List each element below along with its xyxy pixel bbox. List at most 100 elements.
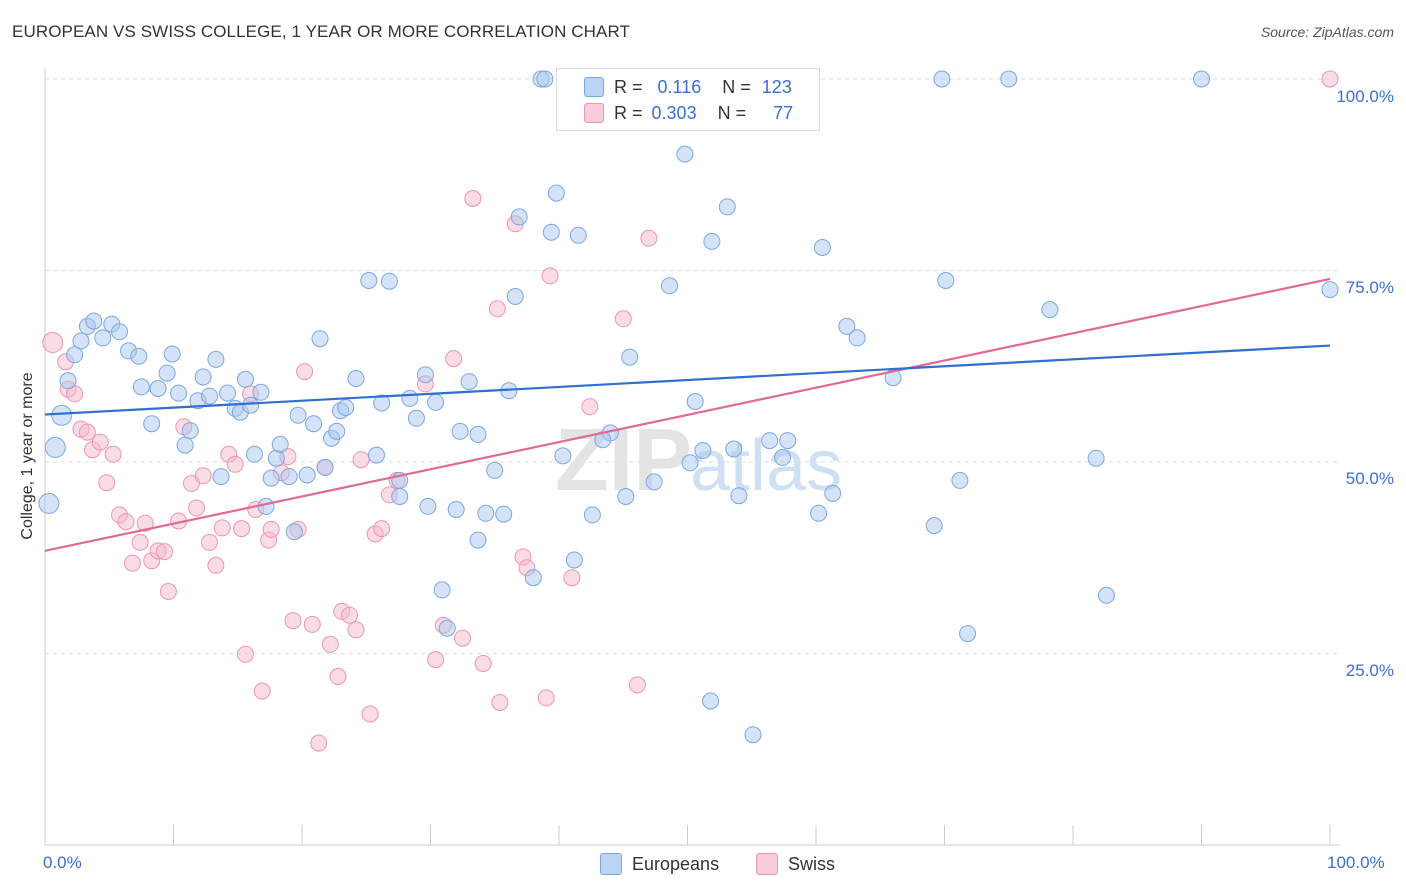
europeans-point — [645, 473, 663, 491]
europeans-point — [337, 399, 355, 417]
europeans-point — [495, 505, 513, 523]
swiss-point — [237, 645, 254, 663]
europeans-point — [280, 468, 298, 486]
europeans-point — [824, 484, 842, 502]
chart-title: EUROPEAN VS SWISS COLLEGE, 1 YEAR OR MOR… — [12, 22, 631, 41]
europeans-point — [810, 504, 828, 522]
swiss-point — [117, 513, 135, 531]
europeans-point — [725, 440, 743, 458]
swiss-point — [491, 694, 509, 711]
swiss-point — [303, 615, 321, 633]
europeans-point — [163, 345, 181, 363]
europeans-point — [1193, 70, 1210, 88]
europeans-point — [94, 329, 112, 347]
europeans-point — [486, 461, 504, 479]
swiss-point — [347, 621, 365, 639]
europeans-point — [761, 432, 779, 450]
europeans-point — [85, 312, 103, 330]
europeans-point — [72, 332, 90, 350]
grid-lines — [45, 78, 1340, 654]
swiss-point — [454, 629, 472, 647]
swiss-point — [42, 332, 64, 353]
europeans-point — [554, 447, 572, 465]
swiss-point — [474, 655, 492, 672]
swiss-point — [537, 689, 555, 707]
europeans-point — [694, 442, 712, 459]
europeans-point — [212, 468, 230, 486]
europeans-point — [1321, 281, 1339, 299]
swiss-point — [628, 676, 646, 694]
swiss-point — [321, 635, 339, 653]
swiss-trend-line — [44, 277, 1331, 552]
europeans-point — [469, 531, 487, 549]
europeans-point — [59, 372, 77, 390]
europeans-swatch — [584, 77, 604, 97]
europeans-point — [111, 323, 128, 341]
europeans-point — [201, 387, 218, 405]
bottom-legend-swiss: Swiss — [756, 851, 835, 877]
swiss-point — [1321, 70, 1339, 88]
y-tick-25: 25.0% — [1345, 661, 1394, 680]
swiss-point — [194, 467, 212, 485]
europeans-point — [779, 432, 797, 450]
europeans-point — [621, 348, 639, 366]
swiss-point — [131, 533, 149, 551]
bottom-legend-europeans: Europeans — [600, 851, 719, 877]
swiss-point — [427, 651, 445, 669]
europeans-point — [271, 435, 289, 453]
europeans-point — [401, 389, 419, 407]
swiss-n-value: 77 — [773, 102, 794, 123]
europeans-point — [44, 436, 66, 458]
swiss-point — [98, 474, 116, 492]
swiss-point — [310, 734, 328, 752]
swiss-point — [581, 398, 599, 416]
swiss-point — [373, 520, 391, 538]
europeans-point — [951, 471, 969, 489]
axes — [44, 68, 1340, 846]
europeans-point — [510, 208, 528, 226]
swiss-point — [159, 583, 177, 600]
europeans-point — [433, 581, 451, 599]
europeans-point — [447, 501, 465, 518]
europeans-point — [730, 487, 748, 505]
europeans-point — [360, 272, 378, 289]
swiss-point — [640, 229, 658, 247]
europeans-point — [130, 347, 148, 365]
bottom-europeans-swatch — [600, 853, 622, 875]
europeans-point — [176, 436, 194, 454]
europeans-r-label: R = — [614, 76, 643, 97]
europeans-point — [1097, 586, 1115, 604]
europeans-point — [170, 384, 188, 402]
europeans-point — [460, 373, 478, 391]
bottom-swiss-label: Swiss — [788, 853, 836, 874]
swiss-point — [284, 612, 302, 630]
swiss-point — [296, 363, 314, 381]
swiss-point — [156, 543, 173, 561]
europeans-trend-line — [44, 344, 1331, 416]
europeans-point — [242, 396, 260, 414]
europeans-point — [380, 272, 398, 290]
europeans-point — [937, 272, 955, 289]
europeans-point — [542, 223, 560, 241]
europeans-point — [316, 458, 334, 476]
europeans-point — [1041, 301, 1059, 319]
europeans-point — [686, 393, 704, 410]
europeans-point — [373, 394, 391, 412]
stats-legend: R = 0.116 N = 123 R = 0.303 N = 77 — [556, 68, 820, 131]
europeans-point — [744, 726, 762, 744]
y-tick-100: 100.0% — [1336, 87, 1394, 106]
europeans-point — [289, 406, 307, 424]
europeans-point — [848, 329, 866, 347]
europeans-point — [506, 288, 524, 305]
europeans-point — [959, 625, 977, 643]
swiss-point — [104, 445, 122, 463]
swiss-swatch — [584, 103, 604, 123]
swiss-point — [262, 520, 280, 538]
europeans-point — [347, 370, 365, 387]
europeans-point — [298, 466, 316, 484]
bottom-swiss-swatch — [756, 853, 778, 875]
europeans-point — [438, 619, 456, 637]
swiss-point — [614, 310, 632, 328]
swiss-n-label: N = — [717, 102, 747, 123]
